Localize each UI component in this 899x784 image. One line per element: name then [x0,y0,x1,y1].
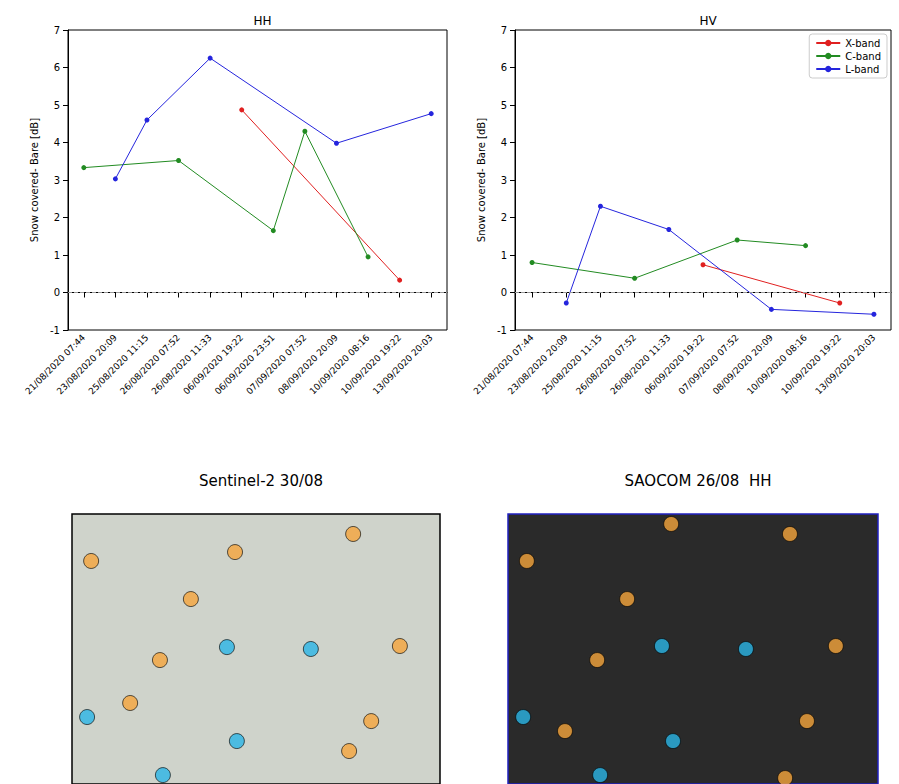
svg-text:4: 4 [54,137,60,148]
svg-text:2: 2 [501,212,507,223]
svg-text:Snow covered- Bare [dB]: Snow covered- Bare [dB] [476,118,487,242]
svg-text:08/09/2020 20:09: 08/09/2020 20:09 [711,332,775,396]
svg-text:26/08/2020 11:33: 26/08/2020 11:33 [150,332,214,396]
svg-text:L-band: L-band [845,64,879,75]
svg-text:HH: HH [253,14,271,28]
svg-text:23/08/2020 20:09: 23/08/2020 20:09 [506,332,570,396]
svg-text:1: 1 [54,250,60,261]
svg-text:23/08/2020 20:09: 23/08/2020 20:09 [55,332,119,396]
svg-text:-1: -1 [497,325,507,336]
svg-text:0: 0 [54,287,60,298]
svg-text:26/08/2020 11:33: 26/08/2020 11:33 [608,332,672,396]
svg-text:07/09/2020 07:52: 07/09/2020 07:52 [244,332,308,396]
svg-text:3: 3 [54,175,60,186]
svg-text:7: 7 [501,25,507,36]
svg-text:X-band: X-band [845,38,880,49]
svg-text:13/09/2020 20:03: 13/09/2020 20:03 [813,332,877,396]
svg-text:25/08/2020 11:15: 25/08/2020 11:15 [86,332,150,396]
svg-text:5: 5 [501,100,507,111]
svg-text:3: 3 [501,175,507,186]
svg-text:21/08/2020 07:44: 21/08/2020 07:44 [472,332,536,396]
svg-text:13/09/2020 20:03: 13/09/2020 20:03 [371,332,435,396]
svg-text:0: 0 [501,287,507,298]
svg-text:1: 1 [501,250,507,261]
svg-text:-1: -1 [50,325,60,336]
svg-text:Sentinel-2 30/08: Sentinel-2 30/08 [199,472,323,490]
svg-text:6: 6 [501,62,507,73]
svg-text:07/09/2020 07:52: 07/09/2020 07:52 [677,332,741,396]
svg-text:C-band: C-band [845,51,881,62]
svg-text:06/09/2020 19:22: 06/09/2020 19:22 [181,332,245,396]
svg-text:06/09/2020 19:22: 06/09/2020 19:22 [643,332,707,396]
svg-text:5: 5 [54,100,60,111]
svg-text:10/09/2020 08:16: 10/09/2020 08:16 [745,332,809,396]
svg-text:SAOCOM 26/08 HH: SAOCOM 26/08 HH [625,472,772,490]
svg-text:26/08/2020 07:52: 26/08/2020 07:52 [574,332,638,396]
svg-text:4: 4 [501,137,507,148]
svg-text:21/08/2020 07:44: 21/08/2020 07:44 [23,332,87,396]
svg-text:08/09/2020 20:09: 08/09/2020 20:09 [276,332,340,396]
svg-text:26/08/2020 07:52: 26/08/2020 07:52 [118,332,182,396]
svg-text:10/09/2020 19:22: 10/09/2020 19:22 [339,332,403,396]
svg-text:10/09/2020 08:16: 10/09/2020 08:16 [308,332,372,396]
svg-text:25/08/2020 11:15: 25/08/2020 11:15 [540,332,604,396]
svg-text:06/09/2020 23:51: 06/09/2020 23:51 [213,332,277,396]
svg-text:6: 6 [54,62,60,73]
svg-text:HV: HV [699,14,717,28]
svg-text:7: 7 [54,25,60,36]
svg-text:10/09/2020 19:22: 10/09/2020 19:22 [779,332,843,396]
svg-text:2: 2 [54,212,60,223]
svg-text:Snow covered- Bare [dB]: Snow covered- Bare [dB] [29,118,40,242]
